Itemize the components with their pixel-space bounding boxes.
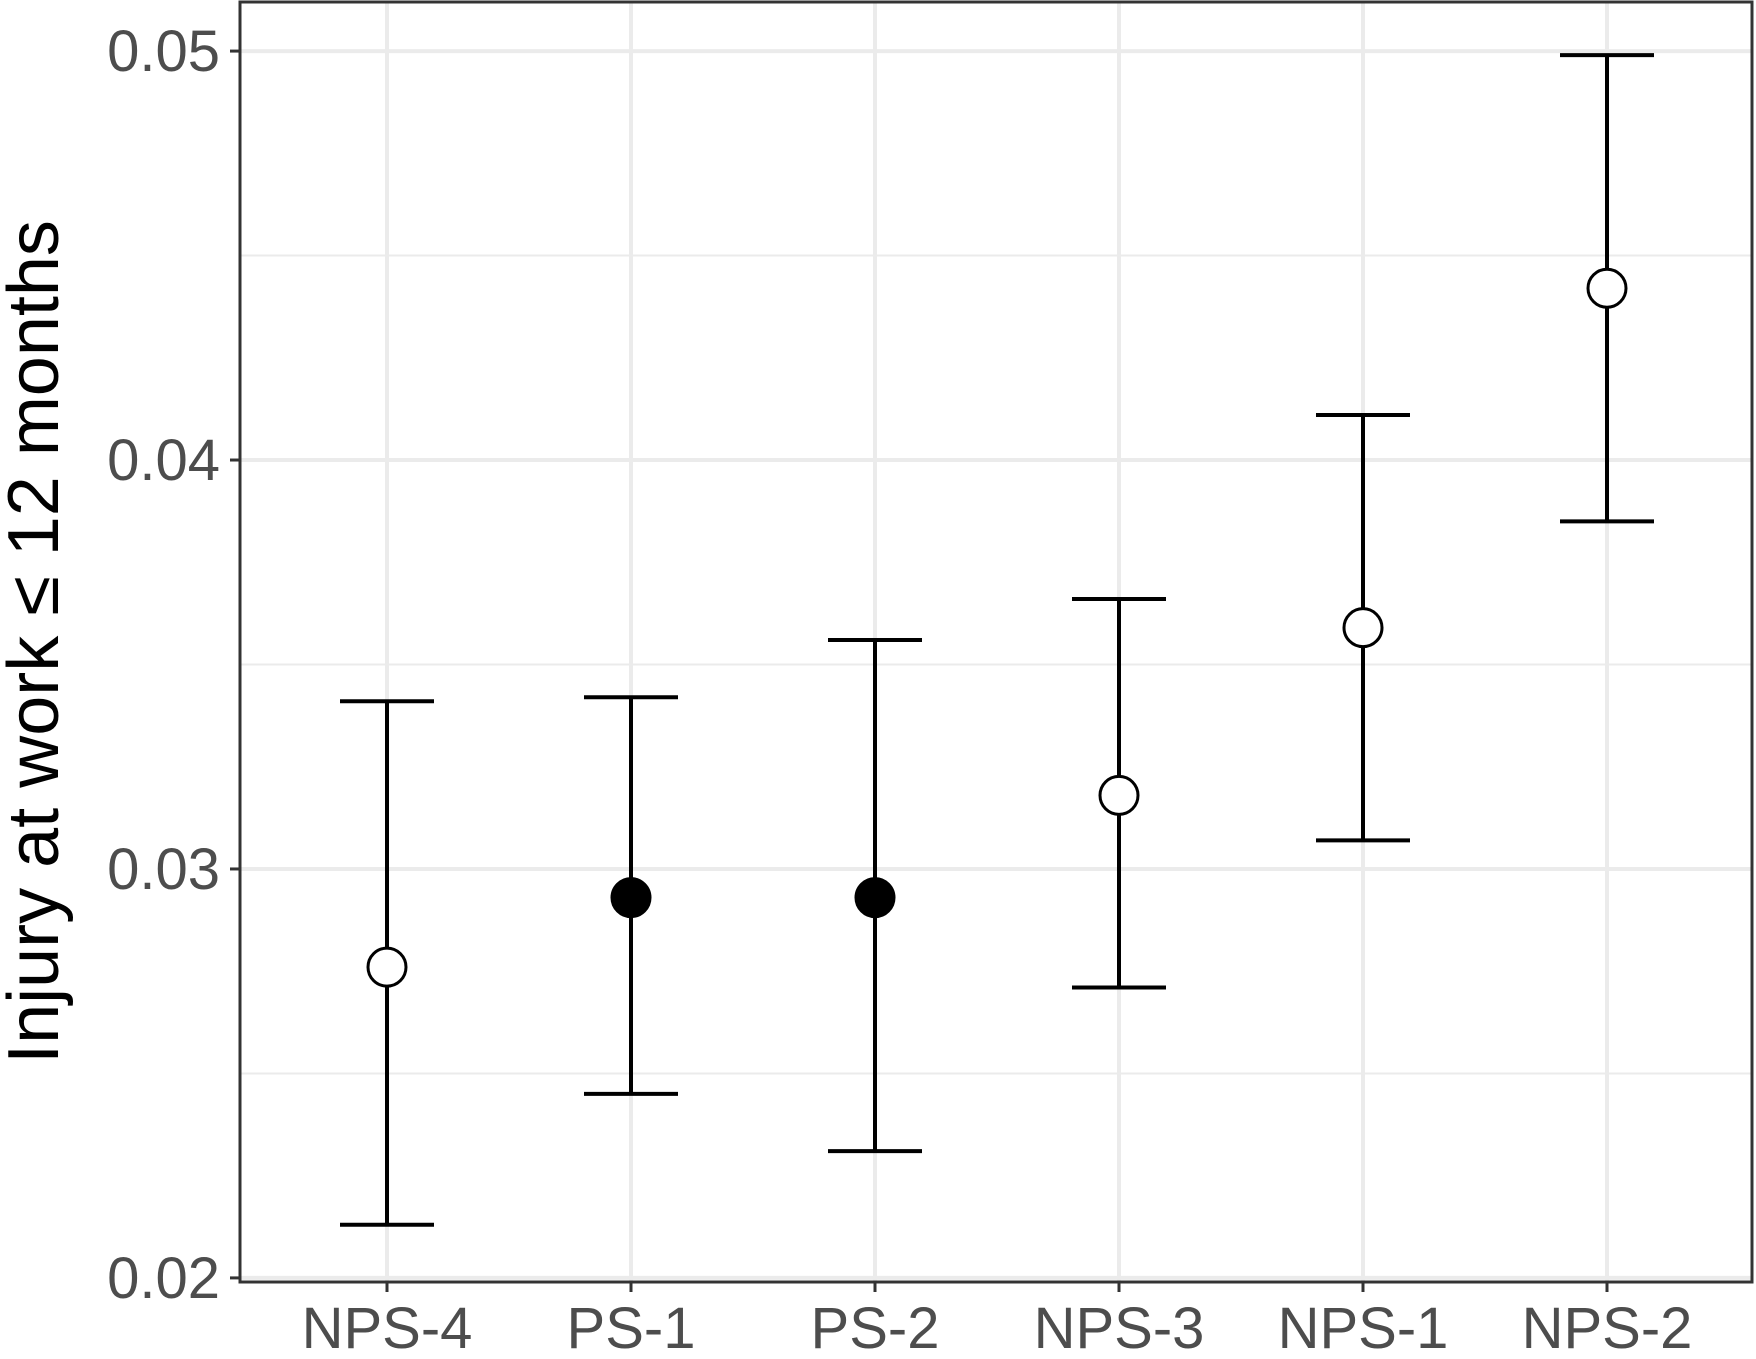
point-estimate-open (1098, 774, 1140, 816)
y-tick-label: 0.02 (107, 1246, 220, 1311)
y-axis-title: Injury at work ≤ 12 months (0, 220, 74, 1064)
error-bar-nps-2 (1560, 53, 1654, 524)
point-estimate-open (1342, 607, 1384, 649)
y-tick-label: 0.03 (107, 837, 220, 902)
point-estimate-filled (610, 877, 652, 919)
x-tick-label: PS-2 (811, 1296, 940, 1354)
y-tick-label: 0.04 (107, 428, 220, 493)
x-tick-label: NPS-2 (1522, 1296, 1693, 1354)
error-bar-ps-2 (828, 637, 922, 1154)
x-tick-label: NPS-4 (302, 1296, 473, 1354)
x-tick-label: PS-1 (567, 1296, 696, 1354)
error-bar-nps-1 (1316, 413, 1410, 843)
error-bar-ps-1 (584, 695, 678, 1096)
point-estimate-open (1586, 267, 1628, 309)
error-bar-series (340, 53, 1654, 1227)
point-estimate-open (366, 946, 408, 988)
axes: 0.02 0.03 0.04 0.05 NPS-4 PS-1 PS-2 NPS-3 NPS-1 N… (107, 19, 1693, 1359)
plot-panel-border (238, 0, 1754, 1284)
y-tick-label: 0.05 (107, 19, 220, 84)
error-bar-nps-3 (1072, 597, 1166, 990)
point-estimate-filled (854, 877, 896, 919)
x-tick-label: NPS-3 (1034, 1296, 1205, 1354)
x-tick-label: NPS-1 (1278, 1296, 1449, 1354)
error-bar-nps-4 (340, 699, 434, 1227)
gridlines (240, 2, 1752, 1282)
